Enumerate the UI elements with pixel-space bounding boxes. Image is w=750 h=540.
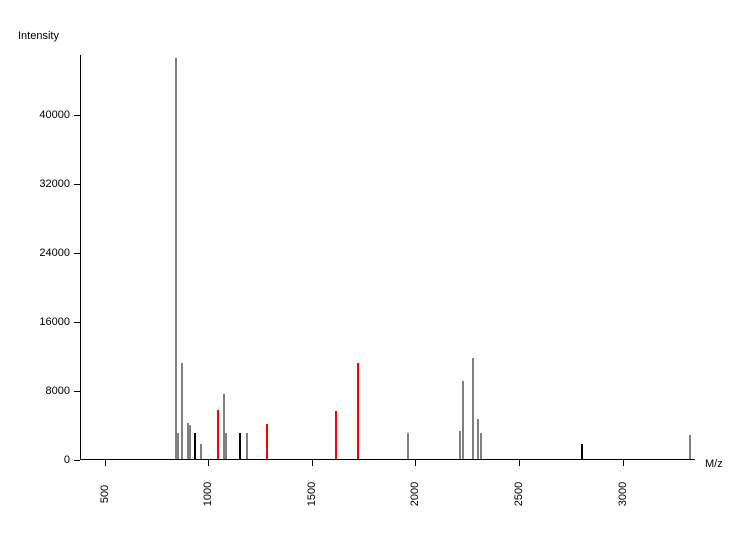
x-tick [623, 460, 624, 466]
spectrum-peak [472, 358, 474, 459]
spectrum-peak [459, 431, 461, 459]
spectrum-peak [181, 363, 183, 460]
y-tick [74, 115, 80, 116]
x-tick-label: 1500 [306, 482, 318, 506]
spectrum-peak [194, 433, 196, 459]
mass-spectrum-chart: Intensity M/z 0800016000240003200040000 … [0, 0, 750, 540]
spectrum-peak [246, 433, 248, 459]
x-tick [208, 460, 209, 466]
x-tick-label: 2500 [513, 482, 525, 506]
spectrum-peak [200, 444, 202, 460]
spectrum-peak [177, 433, 179, 459]
y-tick [74, 391, 80, 392]
spectrum-peak [581, 444, 583, 460]
spectrum-peak [407, 433, 409, 459]
spectrum-peak [266, 424, 268, 459]
x-tick-label: 2000 [409, 482, 421, 506]
y-tick-label: 40000 [0, 109, 70, 121]
spectrum-peak [175, 58, 177, 459]
spectrum-peak [189, 425, 191, 459]
spectrum-peak [477, 419, 479, 459]
y-tick-label: 32000 [0, 178, 70, 190]
spectrum-peak [217, 410, 219, 459]
x-tick-label: 3000 [617, 482, 629, 506]
x-tick [312, 460, 313, 466]
y-tick [74, 322, 80, 323]
y-tick [74, 460, 80, 461]
x-axis-label: M/z [705, 458, 723, 470]
x-tick [105, 460, 106, 466]
y-tick [74, 184, 80, 185]
spectrum-peak [357, 363, 359, 460]
y-tick-label: 16000 [0, 316, 70, 328]
x-tick [415, 460, 416, 466]
spectrum-peak [689, 435, 691, 459]
x-tick [519, 460, 520, 466]
y-tick [74, 253, 80, 254]
spectrum-peak [335, 411, 337, 459]
plot-area [80, 55, 695, 460]
y-tick-label: 24000 [0, 247, 70, 259]
y-tick-label: 8000 [0, 385, 70, 397]
y-axis-label: Intensity [18, 30, 59, 42]
spectrum-peak [239, 433, 241, 459]
spectrum-peak [225, 433, 227, 459]
spectrum-peak [462, 381, 464, 459]
x-tick-label: 1000 [202, 482, 214, 506]
y-tick-label: 0 [0, 454, 70, 466]
spectrum-peak [480, 433, 482, 459]
x-tick-label: 500 [99, 485, 111, 503]
